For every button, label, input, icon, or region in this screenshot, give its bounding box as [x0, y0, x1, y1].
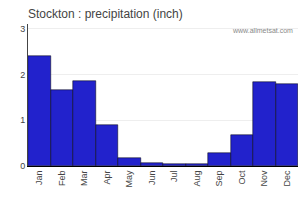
svg-text:Jun: Jun — [147, 171, 157, 186]
svg-text:Apr: Apr — [102, 171, 112, 185]
svg-text:0: 0 — [20, 161, 25, 171]
svg-text:1: 1 — [20, 115, 25, 125]
svg-text:Jan: Jan — [34, 171, 44, 186]
svg-text:www.allmetsat.com: www.allmetsat.com — [232, 27, 293, 34]
svg-text:May: May — [124, 170, 134, 188]
svg-text:Stockton : precipitation (inch: Stockton : precipitation (inch) — [28, 7, 183, 21]
svg-text:Mar: Mar — [79, 171, 89, 187]
svg-text:Dec: Dec — [282, 170, 292, 187]
svg-text:Sep: Sep — [214, 171, 224, 187]
svg-text:2: 2 — [20, 70, 25, 80]
svg-text:3: 3 — [20, 24, 25, 34]
svg-text:Feb: Feb — [57, 171, 67, 187]
svg-text:Aug: Aug — [192, 171, 202, 187]
svg-text:Oct: Oct — [237, 170, 247, 185]
svg-text:Nov: Nov — [259, 170, 269, 187]
svg-text:Jul: Jul — [169, 171, 179, 183]
